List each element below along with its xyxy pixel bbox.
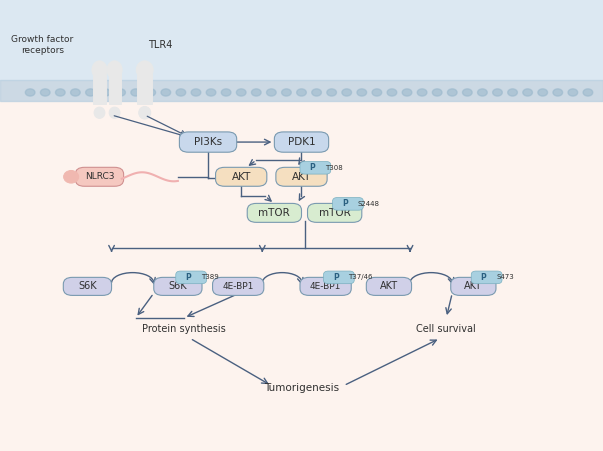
Circle shape: [553, 89, 563, 96]
Circle shape: [297, 89, 306, 96]
FancyBboxPatch shape: [63, 277, 112, 295]
Circle shape: [478, 89, 487, 96]
Circle shape: [71, 89, 80, 96]
Circle shape: [372, 89, 382, 96]
Text: S6K: S6K: [169, 281, 187, 291]
Text: P: P: [309, 163, 315, 172]
Text: AKT: AKT: [292, 172, 311, 182]
Text: P: P: [333, 273, 339, 282]
Circle shape: [86, 89, 95, 96]
Circle shape: [508, 89, 517, 96]
FancyBboxPatch shape: [212, 277, 264, 295]
Text: PDK1: PDK1: [288, 137, 315, 147]
Text: AKT: AKT: [464, 281, 482, 291]
Text: AKT: AKT: [380, 281, 398, 291]
FancyBboxPatch shape: [247, 203, 302, 222]
Circle shape: [417, 89, 427, 96]
Circle shape: [116, 89, 125, 96]
Text: 4E-BP1: 4E-BP1: [223, 282, 254, 291]
Bar: [137, 74, 152, 104]
Circle shape: [101, 89, 110, 96]
Circle shape: [146, 89, 156, 96]
Circle shape: [357, 89, 367, 96]
Circle shape: [282, 89, 291, 96]
Text: AKT: AKT: [232, 172, 251, 182]
Text: Tumorigenesis: Tumorigenesis: [264, 383, 339, 393]
Circle shape: [267, 89, 276, 96]
Bar: [109, 74, 121, 104]
Text: T389: T389: [201, 274, 218, 281]
Circle shape: [206, 89, 216, 96]
FancyBboxPatch shape: [308, 203, 362, 222]
FancyBboxPatch shape: [154, 277, 202, 295]
Ellipse shape: [63, 170, 78, 183]
Circle shape: [221, 89, 231, 96]
Circle shape: [463, 89, 472, 96]
Text: mTOR: mTOR: [259, 208, 290, 218]
Circle shape: [327, 89, 336, 96]
FancyBboxPatch shape: [274, 132, 329, 152]
Circle shape: [402, 89, 412, 96]
Text: T308: T308: [325, 165, 343, 171]
FancyBboxPatch shape: [216, 167, 267, 186]
FancyBboxPatch shape: [323, 271, 355, 284]
FancyBboxPatch shape: [300, 277, 351, 295]
Bar: [0, 80, 603, 101]
Text: 4E-BP1: 4E-BP1: [310, 282, 341, 291]
FancyBboxPatch shape: [450, 277, 496, 295]
Text: Cell survival: Cell survival: [416, 324, 476, 334]
Text: S2448: S2448: [358, 201, 379, 207]
FancyBboxPatch shape: [300, 161, 330, 174]
FancyBboxPatch shape: [75, 167, 124, 186]
Ellipse shape: [92, 61, 107, 79]
Circle shape: [191, 89, 201, 96]
FancyBboxPatch shape: [276, 167, 327, 186]
FancyBboxPatch shape: [332, 198, 363, 210]
FancyBboxPatch shape: [366, 277, 411, 295]
Text: TLR4: TLR4: [148, 40, 172, 50]
Circle shape: [161, 89, 171, 96]
Text: S473: S473: [496, 274, 514, 281]
FancyBboxPatch shape: [175, 271, 206, 284]
Circle shape: [387, 89, 397, 96]
Text: mTOR: mTOR: [319, 208, 350, 218]
Circle shape: [447, 89, 457, 96]
Circle shape: [176, 89, 186, 96]
Circle shape: [55, 89, 65, 96]
Text: S6K: S6K: [78, 281, 96, 291]
Circle shape: [131, 89, 140, 96]
Circle shape: [432, 89, 442, 96]
Circle shape: [25, 89, 35, 96]
Circle shape: [342, 89, 352, 96]
Ellipse shape: [139, 106, 151, 119]
Text: P: P: [342, 199, 348, 208]
Circle shape: [236, 89, 246, 96]
Circle shape: [40, 89, 50, 96]
Text: PI3Ks: PI3Ks: [194, 137, 222, 147]
FancyBboxPatch shape: [179, 132, 236, 152]
Ellipse shape: [107, 61, 122, 79]
Ellipse shape: [94, 107, 105, 119]
Text: NLRC3: NLRC3: [85, 172, 114, 181]
Ellipse shape: [109, 107, 120, 119]
Text: Protein synthesis: Protein synthesis: [142, 324, 226, 334]
Circle shape: [538, 89, 548, 96]
Ellipse shape: [136, 61, 153, 79]
Circle shape: [523, 89, 532, 96]
Text: P: P: [185, 273, 191, 282]
FancyBboxPatch shape: [472, 271, 502, 284]
Circle shape: [568, 89, 578, 96]
Text: Growth factor
receptors: Growth factor receptors: [11, 35, 74, 55]
Text: T37/46: T37/46: [349, 274, 373, 281]
Bar: [0, 0, 603, 81]
Circle shape: [493, 89, 502, 96]
Circle shape: [583, 89, 593, 96]
Text: P: P: [481, 273, 487, 282]
Bar: [0, 81, 603, 451]
Bar: [93, 74, 106, 104]
Circle shape: [312, 89, 321, 96]
Circle shape: [251, 89, 261, 96]
